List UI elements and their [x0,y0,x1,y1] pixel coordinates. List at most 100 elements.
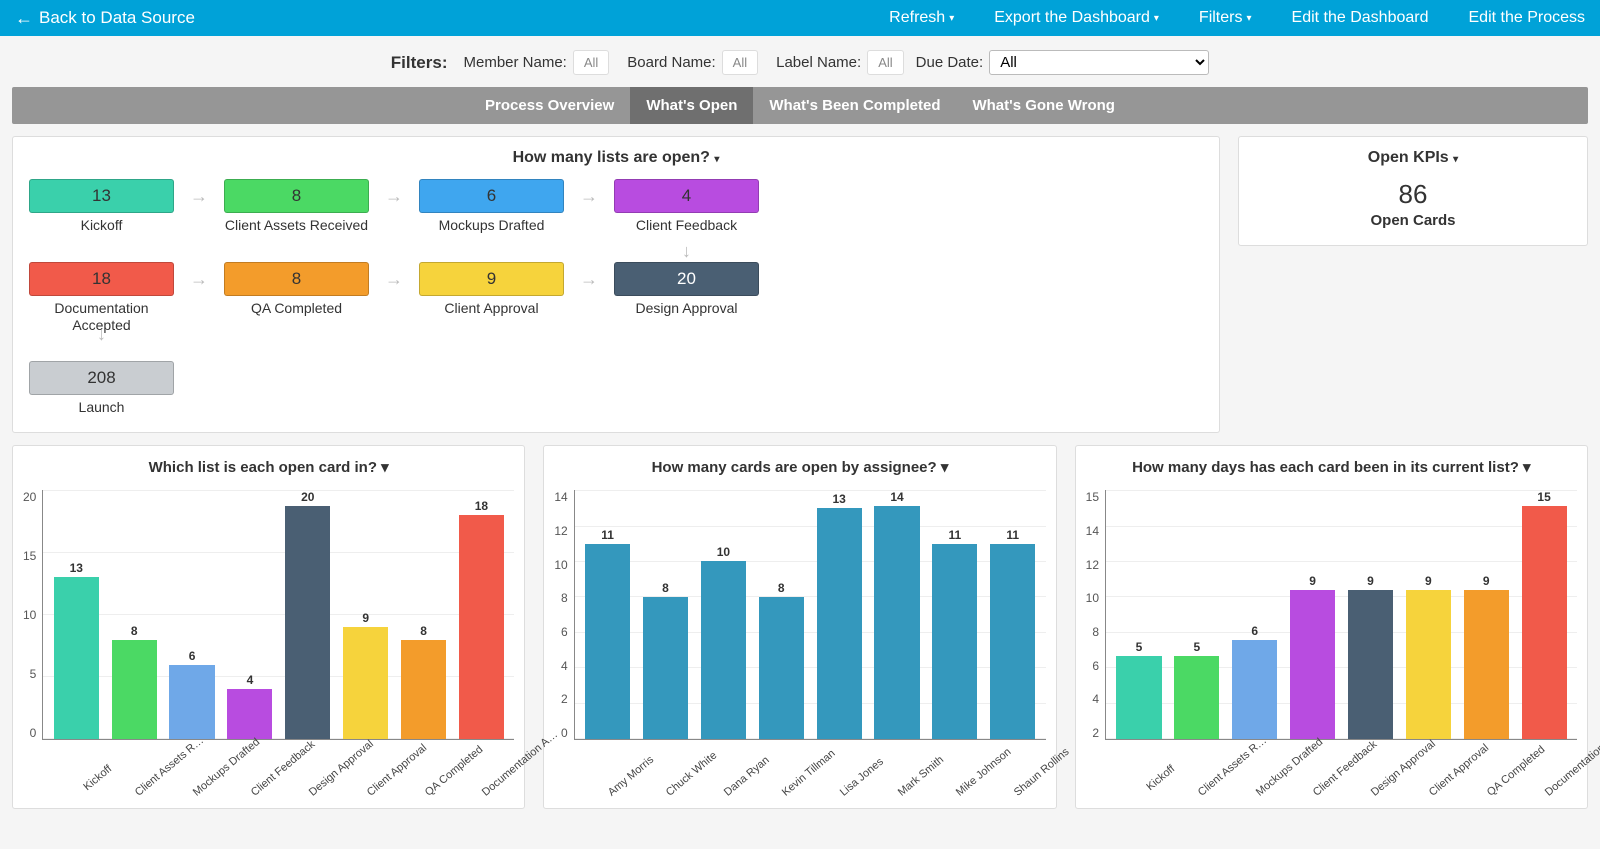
stage-count: 20 [614,262,759,296]
stage-kickoff[interactable]: 13Kickoff [29,179,174,234]
y-tick: 14 [1086,524,1099,538]
bar-value: 13 [832,492,845,506]
bar-value: 6 [1251,624,1258,638]
bar-rect [1232,640,1277,740]
y-tick: 4 [561,659,568,673]
filter-value-box[interactable]: All [867,50,903,75]
bar[interactable]: 14 [868,490,926,739]
bar-rect [932,544,977,740]
y-tick: 12 [554,524,567,538]
open-lists-title[interactable]: How many lists are open? ▾ [29,149,1203,167]
bar-rect [1464,590,1509,739]
bar[interactable]: 18 [452,490,510,739]
bar-value: 9 [362,611,369,625]
y-tick: 10 [1086,591,1099,605]
bar[interactable]: 5 [1168,490,1226,739]
bar[interactable]: 4 [221,490,279,739]
filter-value-box[interactable]: All [722,50,758,75]
bar[interactable]: 8 [105,490,163,739]
filter-item: Board Name:All [627,50,758,75]
arrow-right-icon: → [190,186,208,207]
top-navbar: ← Back to Data Source Refresh▾ Export the… [0,0,1600,36]
bar-value: 8 [131,624,138,638]
bar-value: 11 [949,528,962,542]
bar-rect [343,627,388,739]
stage-qa-completed[interactable]: 8QA Completed [224,262,369,317]
bar[interactable]: 8 [752,490,810,739]
y-tick: 8 [561,591,568,605]
bar[interactable]: 10 [694,490,752,739]
bar[interactable]: 13 [810,490,868,739]
open-kpis-title[interactable]: Open KPIs ▾ [1255,149,1571,167]
bar-value: 20 [301,490,314,504]
chart3-title[interactable]: How many days has each card been in its … [1086,458,1577,476]
bar-rect [54,577,99,739]
chart-plot: 13 8 6 4 20 9 8 18 [42,490,514,740]
bar[interactable]: 11 [579,490,637,739]
bar-rect [1290,590,1335,739]
bar-rect [874,506,919,739]
stage-count: 18 [29,262,174,296]
bar-value: 5 [1136,640,1143,654]
y-tick: 6 [561,625,568,639]
bar[interactable]: 9 [1399,490,1457,739]
tab-process-overview[interactable]: Process Overview [469,87,630,124]
bar[interactable]: 9 [337,490,395,739]
bar[interactable]: 9 [1457,490,1515,739]
nav-filters[interactable]: Filters▾ [1199,9,1252,27]
filter-due-date-select[interactable]: All [989,50,1209,75]
bar-value: 8 [420,624,427,638]
stage-count: 9 [419,262,564,296]
chart1-title[interactable]: Which list is each open card in? ▾ [23,458,514,476]
arrow-right-icon: → [580,186,598,207]
nav-export-the-dashboard[interactable]: Export the Dashboard▾ [994,9,1159,27]
open-lists-panel: How many lists are open? ▾ 13Kickoff → 8Cl… [12,136,1220,433]
bar-value: 8 [778,581,785,595]
bar[interactable]: 6 [1226,490,1284,739]
nav-edit-the-process[interactable]: Edit the Process [1469,9,1586,27]
bar-rect [285,506,330,739]
nav-edit-the-dashboard[interactable]: Edit the Dashboard [1292,9,1429,27]
tab-what-s-open[interactable]: What's Open [630,87,753,124]
kpi-value: 86 [1255,179,1571,210]
bar[interactable]: 9 [1342,490,1400,739]
bar-value: 15 [1537,490,1550,504]
tab-what-s-gone-wrong[interactable]: What's Gone Wrong [956,87,1130,124]
chart-plot: 11810813141111 [574,490,1046,740]
bar-value: 9 [1425,574,1432,588]
bar-value: 13 [70,561,83,575]
bar[interactable]: 15 [1515,490,1573,739]
bar[interactable]: 13 [47,490,105,739]
nav-refresh[interactable]: Refresh▾ [889,9,954,27]
stage-client-assets-received[interactable]: 8Client Assets Received [224,179,369,234]
bar[interactable]: 6 [163,490,221,739]
stage-client-feedback[interactable]: 4Client Feedback↓ [614,179,759,234]
bar-rect [990,544,1035,740]
chevron-down-icon: ▾ [941,459,949,476]
bar-rect [585,544,630,740]
chart-open-by-assignee: How many cards are open by assignee? ▾ 1… [543,445,1056,809]
tab-what-s-been-completed[interactable]: What's Been Completed [753,87,956,124]
stage-client-approval[interactable]: 9Client Approval [419,262,564,317]
bar-rect [1348,590,1393,739]
bar[interactable]: 11 [984,490,1042,739]
stage-launch[interactable]: 208Launch [29,361,174,416]
y-tick: 12 [1086,558,1099,572]
y-tick: 10 [554,558,567,572]
filter-value-box[interactable]: All [573,50,609,75]
stage-documentation-accepted[interactable]: 18Documentation Accepted↓ [29,262,174,334]
bar[interactable]: 11 [926,490,984,739]
bar[interactable]: 20 [279,490,337,739]
back-link[interactable]: ← Back to Data Source [15,8,195,29]
bar[interactable]: 8 [395,490,453,739]
stage-mockups-drafted[interactable]: 6Mockups Drafted [419,179,564,234]
bar[interactable]: 9 [1284,490,1342,739]
bar[interactable]: 8 [637,490,695,739]
stage-design-approval[interactable]: 20Design Approval [614,262,759,317]
bar[interactable]: 5 [1110,490,1168,739]
chart2-title[interactable]: How many cards are open by assignee? ▾ [554,458,1045,476]
bar-rect [1174,656,1219,739]
arrow-right-icon: → [385,269,403,290]
bar-value: 6 [189,649,196,663]
arrow-left-icon: ← [15,8,33,29]
